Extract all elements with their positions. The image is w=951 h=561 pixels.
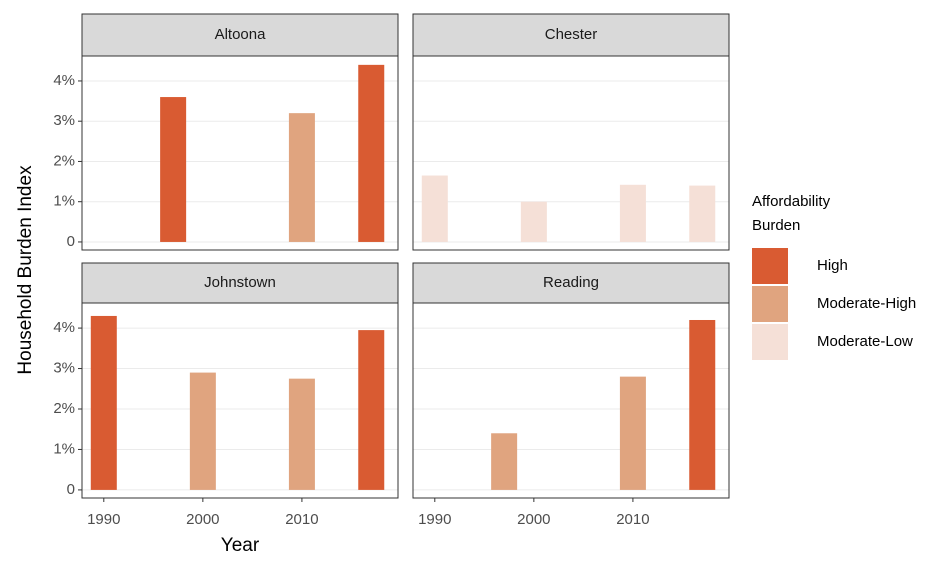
bar [619,376,646,490]
strip [81,13,399,57]
y-tick-label: 3% [53,112,75,129]
x-tick-label: 2010 [285,511,318,528]
y-tick-label: 0 [67,481,75,498]
strip-title: Reading [543,274,599,291]
legend-title: Affordability Burden [752,193,831,234]
x-tick-label: 2000 [186,511,219,528]
strip-title: Johnstown [204,274,276,291]
bar [520,201,547,242]
legend-label: Moderate-Low [817,333,913,350]
panel-background [82,303,398,498]
x-axis-title: Year [221,535,260,556]
bar [90,315,117,490]
y-tick-label: 2% [53,400,75,417]
panel-border [412,302,730,499]
x-tick-label: 1990 [418,511,451,528]
panel-border [81,302,399,499]
bar [421,175,448,242]
bar [619,184,646,242]
y-tick-label: 3% [53,360,75,377]
y-tick-label: 4% [53,319,75,336]
bar [288,378,315,490]
y-tick-label: 1% [53,440,75,457]
panel-background [82,56,398,250]
y-tick-label: 0 [67,233,75,250]
x-tick-label: 1990 [87,511,120,528]
bar [189,372,216,490]
legend-label: Moderate-High [817,295,916,312]
strip [412,262,730,304]
bar [689,319,716,490]
x-tick-label: 2000 [517,511,550,528]
bar [358,64,385,242]
bar [288,113,315,242]
bar [689,185,716,242]
y-tick-label: 2% [53,152,75,169]
panel-border [81,55,399,251]
legend-swatch [752,248,788,284]
legend-swatch [752,286,788,322]
bar [160,97,187,242]
y-tick-label: 4% [53,72,75,89]
bar [358,330,385,490]
y-tick-label: 1% [53,193,75,210]
legend-swatch [752,324,788,360]
panel-background [413,56,729,250]
panel-background [413,303,729,498]
x-tick-label: 2010 [616,511,649,528]
bar [491,433,518,490]
y-axis-title: Household Burden Index [15,165,36,375]
panel-border [412,55,730,251]
strip [412,13,730,57]
strip-title: Chester [545,26,598,43]
legend-label: High [817,257,848,274]
strip-title: Altoona [215,26,267,43]
